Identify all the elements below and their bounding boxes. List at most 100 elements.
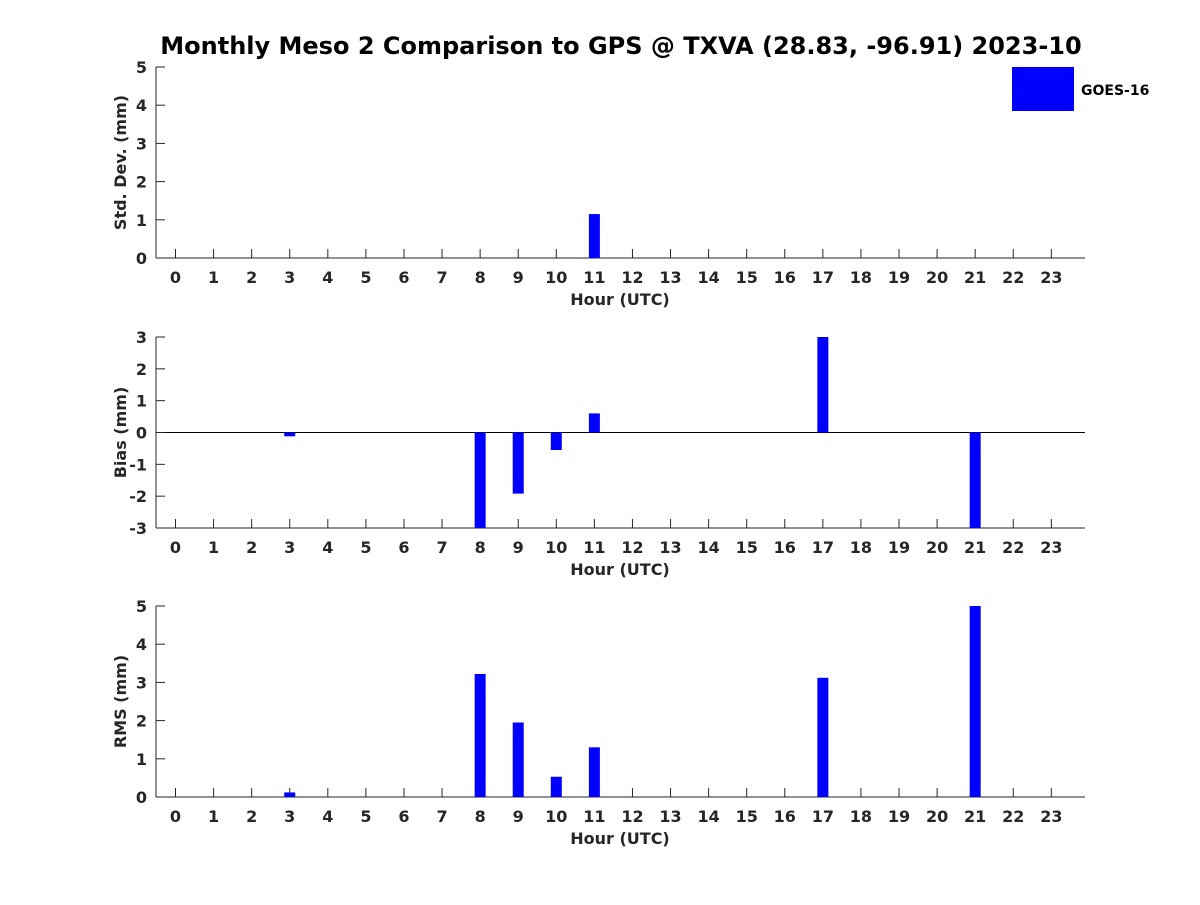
x-tick-label: 15 [736,538,758,557]
x-tick-label: 15 [736,807,758,826]
x-tick-label: 3 [284,807,295,826]
x-axis-label: Hour (UTC) [570,560,670,579]
x-tick-label: 7 [436,268,447,287]
y-tick-label: 0 [136,788,147,807]
y-axis-label: Std. Dev. (mm) [111,95,130,230]
bar-hour-8 [474,432,486,528]
x-tick-label: 21 [964,538,986,557]
y-tick-label: 0 [136,424,147,443]
y-tick-label: -2 [129,487,147,506]
x-tick-label: 23 [1040,807,1062,826]
x-tick-label: 12 [621,538,643,557]
x-tick-label: 5 [360,268,371,287]
x-tick-label: 6 [398,807,409,826]
x-tick-label: 21 [964,807,986,826]
x-tick-label: 0 [170,268,181,287]
x-axis-label: Hour (UTC) [570,829,670,848]
bar-hour-8 [474,673,486,797]
x-tick-label: 20 [926,268,948,287]
x-tick-label: 5 [360,538,371,557]
x-tick-label: 8 [475,807,486,826]
x-tick-label: 13 [659,807,681,826]
x-tick-label: 9 [513,268,524,287]
x-tick-label: 17 [812,268,834,287]
x-tick-label: 12 [621,268,643,287]
y-tick-label: 1 [136,211,147,230]
bar-hour-10 [550,776,562,797]
x-tick-label: 11 [583,538,605,557]
x-tick-label: 2 [246,807,257,826]
bar-hour-11 [588,214,600,258]
y-tick-label: 3 [136,673,147,692]
x-tick-label: 20 [926,807,948,826]
x-tick-label: 14 [697,268,719,287]
chart-title: Monthly Meso 2 Comparison to GPS @ TXVA … [160,32,1081,60]
bar-hour-11 [588,747,600,797]
legend-label-goes-16: GOES-16 [1081,83,1149,99]
x-tick-label: 18 [850,538,872,557]
x-tick-label: 13 [659,268,681,287]
x-tick-label: 3 [284,268,295,287]
y-tick-label: 4 [136,96,147,115]
bar-hour-21 [969,432,981,528]
y-tick-label: 2 [136,173,147,192]
x-tick-label: 18 [850,268,872,287]
x-tick-label: 0 [170,807,181,826]
y-tick-label: 5 [136,58,147,77]
x-tick-label: 1 [208,807,219,826]
y-tick-label: 2 [136,712,147,731]
x-tick-label: 19 [888,538,910,557]
bar-hour-17 [817,677,829,797]
x-tick-label: 16 [774,807,796,826]
x-tick-label: 20 [926,538,948,557]
y-tick-label: 1 [136,392,147,411]
legend-swatch-goes-16 [1012,67,1074,111]
bar-hour-10 [550,432,562,451]
bar-hour-21 [969,606,981,797]
x-tick-label: 17 [812,538,834,557]
y-axis-label: RMS (mm) [111,655,130,748]
x-tick-label: 15 [736,268,758,287]
y-tick-label: 5 [136,597,147,616]
x-tick-label: 2 [246,268,257,287]
y-tick-label: 3 [136,328,147,347]
y-tick-label: 0 [136,249,147,268]
x-tick-label: 22 [1002,538,1024,557]
y-axis-label: Bias (mm) [111,387,130,479]
bar-hour-3 [284,432,296,437]
bar-hour-17 [817,337,829,433]
x-tick-label: 12 [621,807,643,826]
bar-hour-3 [284,792,296,797]
x-tick-label: 6 [398,538,409,557]
x-tick-label: 21 [964,268,986,287]
x-tick-label: 11 [583,807,605,826]
y-tick-label: 4 [136,635,147,654]
bar-hour-9 [512,722,524,797]
x-tick-label: 13 [659,538,681,557]
x-tick-label: 10 [545,268,567,287]
x-tick-label: 2 [246,538,257,557]
x-tick-label: 7 [436,538,447,557]
x-tick-label: 9 [513,538,524,557]
x-tick-label: 5 [360,807,371,826]
x-tick-label: 22 [1002,807,1024,826]
x-tick-label: 23 [1040,268,1062,287]
x-tick-label: 23 [1040,538,1062,557]
y-tick-label: 1 [136,750,147,769]
y-tick-label: 3 [136,134,147,153]
x-tick-label: 22 [1002,268,1024,287]
x-tick-label: 18 [850,807,872,826]
x-axis-label: Hour (UTC) [570,290,670,309]
x-tick-label: 4 [322,538,333,557]
bar-hour-9 [512,432,524,494]
x-tick-label: 3 [284,538,295,557]
bar-hour-11 [588,413,600,433]
x-tick-label: 16 [774,538,796,557]
x-tick-label: 1 [208,538,219,557]
x-tick-label: 8 [475,268,486,287]
